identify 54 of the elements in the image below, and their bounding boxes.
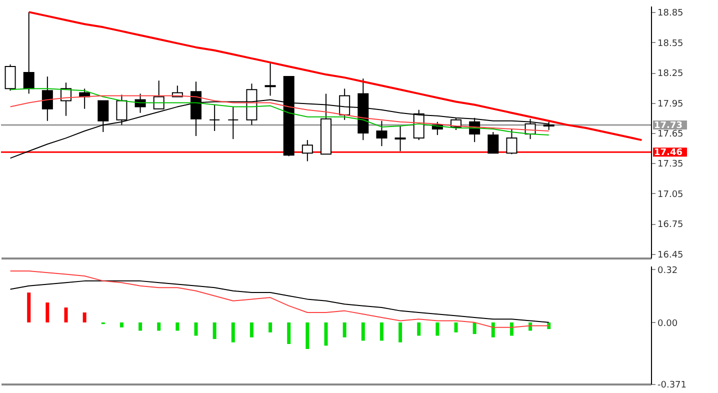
candlestick [376,120,388,147]
y-tick-label: 17.05 [658,190,684,200]
y-tick-label: -0.371 [658,380,687,390]
y-tick-label: 0.00 [658,318,678,329]
line-series [10,280,550,323]
y-tick-label: 0.32 [658,266,678,276]
candlestick [209,104,220,132]
line-series [10,270,550,328]
bar [82,312,86,322]
bar [120,322,124,328]
candlestick [488,132,499,154]
bar [306,322,310,349]
bar [324,322,328,346]
bar [436,322,440,336]
y-tick-label: 17.95 [658,99,684,110]
y-tick-label: 18.85 [658,8,684,19]
candlestick [42,76,53,122]
candlestick [506,128,518,155]
y-tick-label: 18.25 [658,69,684,80]
bar [510,322,514,336]
y-tick-label: 16.45 [658,250,684,260]
ref-line-label: 17.46 [654,148,682,158]
bar [342,322,346,338]
ref-line-label: 17.73 [654,120,682,131]
bar [27,292,31,322]
y-tick-label: 17.35 [658,160,684,170]
candlestick [228,106,239,140]
bar [398,322,402,342]
bar [361,322,365,341]
bar [231,322,235,342]
bar [380,322,384,341]
bar [287,322,291,344]
candlestick [23,12,34,94]
candlestick [264,62,276,96]
bar [46,302,50,322]
bar [472,322,476,334]
y-tick-label: 18.55 [658,38,684,49]
candlestick [4,64,16,92]
bar [491,322,495,338]
bar [64,307,68,322]
candlestick [394,125,406,152]
bar [454,322,458,332]
bar [250,322,254,338]
bar [138,322,142,331]
bar [417,322,421,336]
bar [268,322,272,332]
candlestick [302,140,313,162]
y-tick-label: 16.75 [658,220,684,230]
bar [212,322,216,340]
y-tick-label: 17.65 [658,130,684,140]
line-series [28,11,643,142]
bar [157,322,161,331]
bar [194,322,198,336]
bar [176,322,180,331]
